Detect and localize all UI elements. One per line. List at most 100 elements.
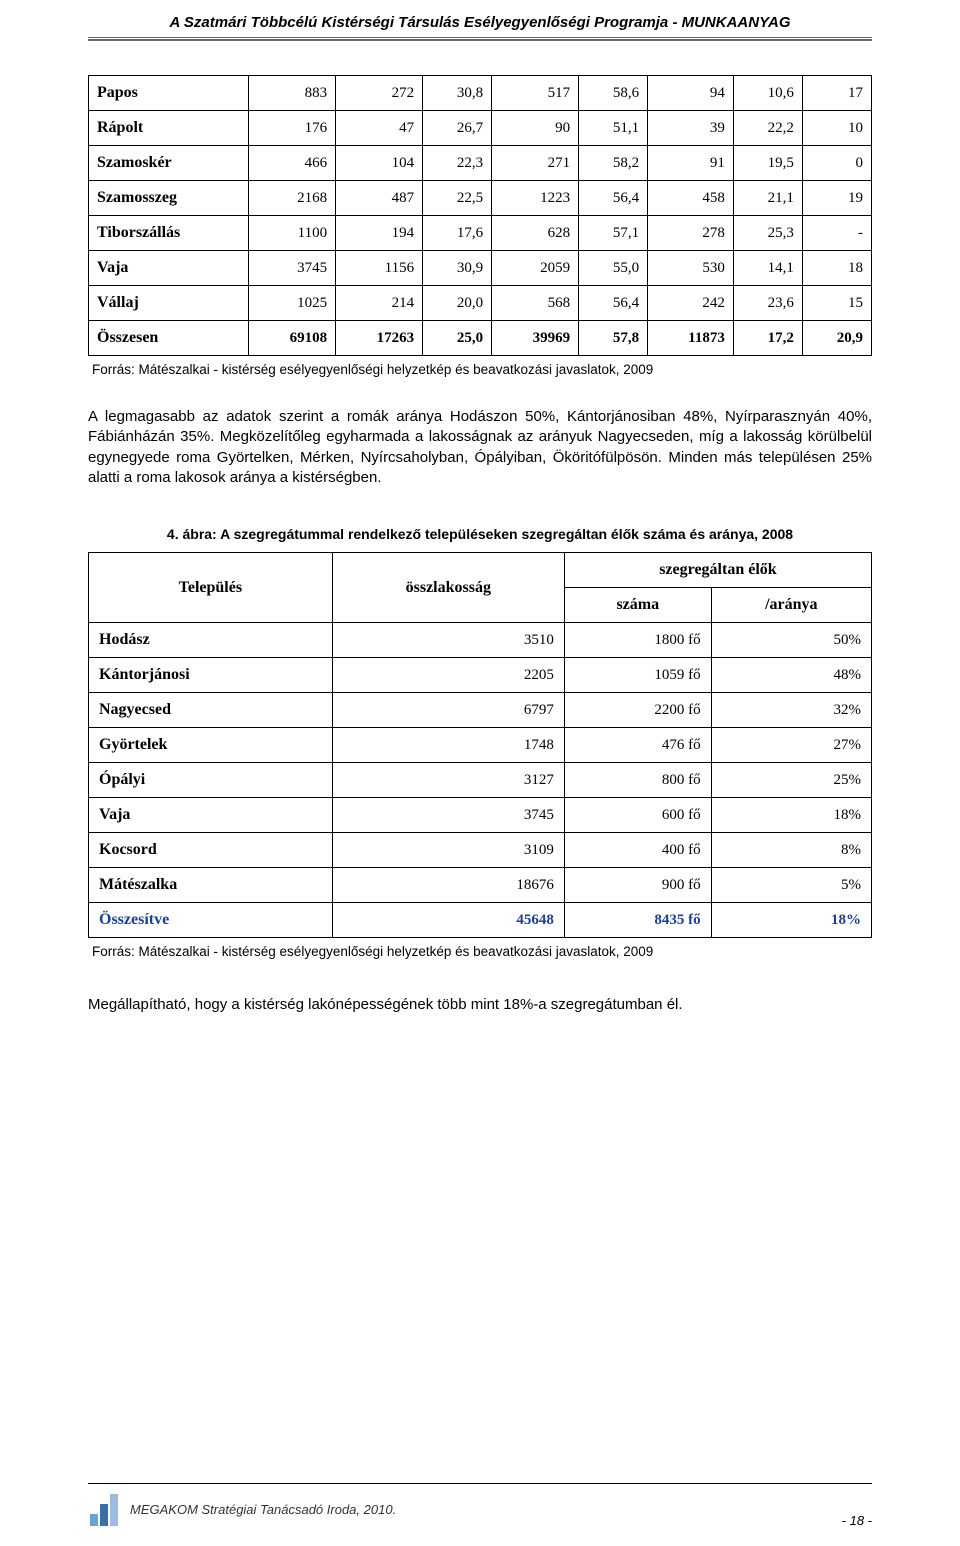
figure-4-caption: 4. ábra: A szegregátummal rendelkező tel… xyxy=(88,526,872,542)
cell-value: 1100 xyxy=(249,216,336,251)
row-label: Tiborszállás xyxy=(89,216,249,251)
paragraph-roma-population: A legmagasabb az adatok szerint a romák … xyxy=(88,407,872,488)
cell-value: 0 xyxy=(802,146,871,181)
cell-value: 883 xyxy=(249,76,336,111)
cell-value: 22,2 xyxy=(733,111,802,146)
cell-value: 19 xyxy=(802,181,871,216)
col-settlement: Település xyxy=(89,553,333,623)
row-label: Nagyecsed xyxy=(89,693,333,728)
header-rule xyxy=(88,37,872,41)
cell-value: 21,1 xyxy=(733,181,802,216)
table-row: Papos88327230,851758,69410,617 xyxy=(89,76,872,111)
cell-value: 22,3 xyxy=(423,146,492,181)
row-label: Vaja xyxy=(89,251,249,286)
cell-value: 458 xyxy=(648,181,734,216)
cell-value: 30,8 xyxy=(423,76,492,111)
row-label: Györtelek xyxy=(89,728,333,763)
cell-value: 214 xyxy=(336,286,423,321)
cell-value: - xyxy=(802,216,871,251)
cell-value: 22,5 xyxy=(423,181,492,216)
cell-value: 18 xyxy=(802,251,871,286)
table-row: Hodász35101800 fő50% xyxy=(89,623,872,658)
table-row: Mátészalka18676900 fő5% xyxy=(89,868,872,903)
cell-population: 1748 xyxy=(332,728,564,763)
cell-value: 568 xyxy=(492,286,579,321)
cell-value: 530 xyxy=(648,251,734,286)
row-label: Összesítve xyxy=(89,903,333,938)
cell-value: 278 xyxy=(648,216,734,251)
cell-count: 400 fő xyxy=(564,833,711,868)
cell-count: 2200 fő xyxy=(564,693,711,728)
row-label: Szamosszeg xyxy=(89,181,249,216)
cell-value: 628 xyxy=(492,216,579,251)
cell-population: 3127 xyxy=(332,763,564,798)
segregation-table: Település összlakosság szegregáltan élők… xyxy=(88,552,872,938)
cell-value: 91 xyxy=(648,146,734,181)
table-row: Szamoskér46610422,327158,29119,50 xyxy=(89,146,872,181)
cell-value: 15 xyxy=(802,286,871,321)
cell-value: 39969 xyxy=(492,321,579,356)
cell-value: 10 xyxy=(802,111,871,146)
cell-value: 57,8 xyxy=(579,321,648,356)
row-label: Vaja xyxy=(89,798,333,833)
cell-value: 194 xyxy=(336,216,423,251)
row-label: Kocsord xyxy=(89,833,333,868)
cell-value: 58,2 xyxy=(579,146,648,181)
cell-percent: 27% xyxy=(711,728,871,763)
cell-value: 30,9 xyxy=(423,251,492,286)
cell-value: 17,6 xyxy=(423,216,492,251)
row-label: Hodász xyxy=(89,623,333,658)
cell-value: 466 xyxy=(249,146,336,181)
cell-value: 20,9 xyxy=(802,321,871,356)
cell-population: 6797 xyxy=(332,693,564,728)
table-row: Vaja3745600 fő18% xyxy=(89,798,872,833)
cell-population: 3109 xyxy=(332,833,564,868)
table-row: Györtelek1748476 fő27% xyxy=(89,728,872,763)
table-row: Ópályi3127800 fő25% xyxy=(89,763,872,798)
cell-value: 242 xyxy=(648,286,734,321)
cell-percent: 18% xyxy=(711,798,871,833)
cell-value: 17 xyxy=(802,76,871,111)
table-row: Nagyecsed67972200 fő32% xyxy=(89,693,872,728)
cell-value: 17,2 xyxy=(733,321,802,356)
cell-count: 1800 fő xyxy=(564,623,711,658)
cell-value: 26,7 xyxy=(423,111,492,146)
table-sum-row: Összesítve456488435 fő18% xyxy=(89,903,872,938)
col-group-segregated: szegregáltan élők xyxy=(564,553,871,588)
demographics-table: Papos88327230,851758,69410,617Rápolt1764… xyxy=(88,75,872,356)
cell-percent: 5% xyxy=(711,868,871,903)
row-label: Kántorjánosi xyxy=(89,658,333,693)
cell-percent: 18% xyxy=(711,903,871,938)
cell-value: 90 xyxy=(492,111,579,146)
cell-value: 56,4 xyxy=(579,181,648,216)
cell-value: 104 xyxy=(336,146,423,181)
cell-percent: 25% xyxy=(711,763,871,798)
cell-value: 272 xyxy=(336,76,423,111)
cell-value: 55,0 xyxy=(579,251,648,286)
table2-source: Forrás: Mátészalkai - kistérség esélyegy… xyxy=(92,944,872,959)
cell-population: 18676 xyxy=(332,868,564,903)
table1-source: Forrás: Mátészalkai - kistérség esélyegy… xyxy=(92,362,872,377)
page-header: A Szatmári Többcélú Kistérségi Társulás … xyxy=(88,0,872,37)
footer-author: MEGAKOM Stratégiai Tanácsadó Iroda, 2010… xyxy=(130,1502,396,1517)
cell-value: 69108 xyxy=(249,321,336,356)
cell-value: 19,5 xyxy=(733,146,802,181)
cell-percent: 32% xyxy=(711,693,871,728)
cell-value: 176 xyxy=(249,111,336,146)
cell-value: 47 xyxy=(336,111,423,146)
cell-value: 2168 xyxy=(249,181,336,216)
cell-value: 25,0 xyxy=(423,321,492,356)
cell-value: 57,1 xyxy=(579,216,648,251)
cell-value: 14,1 xyxy=(733,251,802,286)
cell-value: 39 xyxy=(648,111,734,146)
cell-value: 1025 xyxy=(249,286,336,321)
cell-value: 2059 xyxy=(492,251,579,286)
table-row: Vállaj102521420,056856,424223,615 xyxy=(89,286,872,321)
megakom-logo xyxy=(88,1490,122,1528)
paragraph-conclusion: Megállapítható, hogy a kistérség lakónép… xyxy=(88,995,872,1015)
row-label: Összesen xyxy=(89,321,249,356)
cell-value: 1223 xyxy=(492,181,579,216)
cell-percent: 48% xyxy=(711,658,871,693)
cell-value: 271 xyxy=(492,146,579,181)
page-footer: MEGAKOM Stratégiai Tanácsadó Iroda, 2010… xyxy=(0,1483,960,1528)
